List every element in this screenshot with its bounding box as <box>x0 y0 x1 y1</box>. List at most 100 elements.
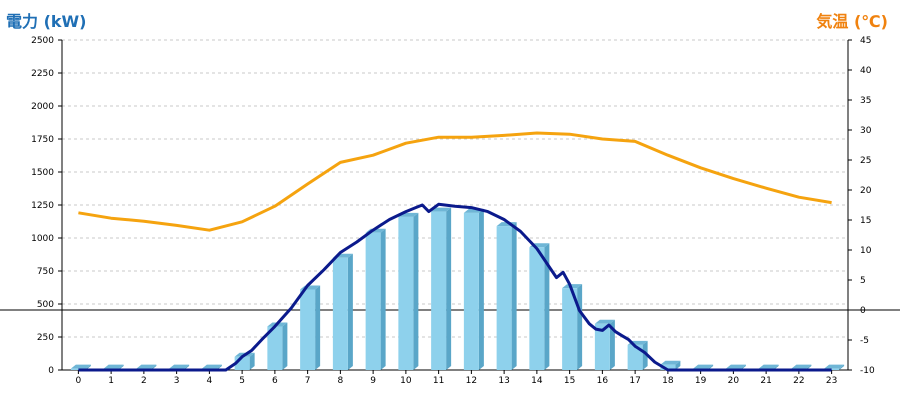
y-tick-label: 2000 <box>31 102 54 112</box>
bar-top <box>594 319 615 324</box>
x-tick-label: 15 <box>564 376 575 386</box>
x-tick-label: 23 <box>826 376 837 386</box>
x-tick-label: 10 <box>400 376 412 386</box>
y-tick-label: 1250 <box>31 201 54 211</box>
y2-tick-label: 35 <box>860 96 871 106</box>
bar-side <box>609 319 615 370</box>
x-tick-label: 11 <box>433 376 444 386</box>
y-tick-label: 1750 <box>31 135 54 145</box>
bar-side <box>413 212 419 370</box>
x-tick-label: 9 <box>370 376 376 386</box>
bar <box>398 212 419 370</box>
bar-front <box>332 257 348 370</box>
bar-top <box>824 364 845 369</box>
bar-side <box>839 364 845 370</box>
bar <box>627 340 648 370</box>
y-tick-label: 2500 <box>31 36 54 46</box>
bar-front <box>594 323 610 370</box>
bar-top <box>660 360 681 365</box>
y-tick-label: 1500 <box>31 168 54 178</box>
x-tick-label: 19 <box>695 376 707 386</box>
x-tick-label: 5 <box>239 376 245 386</box>
bar-front <box>463 212 479 370</box>
y-tick-label: 750 <box>37 267 54 277</box>
x-tick-label: 3 <box>174 376 180 386</box>
bar-side <box>282 322 288 370</box>
x-tick-label: 0 <box>76 376 82 386</box>
bar-top <box>791 364 812 369</box>
bar <box>824 364 845 370</box>
bar <box>463 208 484 370</box>
bar-front <box>398 216 414 370</box>
bar-top <box>725 364 746 369</box>
bar <box>431 207 452 370</box>
bar <box>562 284 583 370</box>
bar-top <box>136 364 157 369</box>
y2-tick-label: 45 <box>860 36 871 46</box>
bar <box>332 253 353 370</box>
bar-front <box>660 364 676 370</box>
bar-side <box>347 253 353 370</box>
bar-top <box>70 364 91 369</box>
x-tick-label: 17 <box>629 376 640 386</box>
bar-front <box>529 247 545 370</box>
temperature-line <box>78 131 832 232</box>
right-axis-title: 気温 (℃) <box>816 12 888 31</box>
bar-front <box>70 368 86 370</box>
bar-top <box>201 364 222 369</box>
bar-side <box>446 207 452 370</box>
bar-side <box>642 340 648 370</box>
y-tick-label: 0 <box>48 366 54 376</box>
y2-tick-label: 10 <box>860 246 872 256</box>
y2-tick-label: 0 <box>860 306 866 316</box>
power-line <box>78 202 832 372</box>
x-tick-label: 7 <box>305 376 311 386</box>
x-tick-label: 22 <box>793 376 804 386</box>
bar <box>300 285 321 370</box>
bar-top <box>758 364 779 369</box>
bar-side <box>249 352 255 370</box>
bar-front <box>267 326 283 370</box>
bar-side <box>675 360 681 370</box>
bar-top <box>431 207 452 212</box>
y2-tick-label: 25 <box>860 156 871 166</box>
bar-front <box>562 288 578 370</box>
bar <box>594 319 615 370</box>
x-tick-label: 4 <box>207 376 213 386</box>
bar <box>496 222 517 370</box>
y-tick-label: 250 <box>37 333 54 343</box>
bar-side <box>577 284 583 370</box>
y2-tick-label: 30 <box>860 126 872 136</box>
bar-front <box>496 226 512 370</box>
x-tick-label: 20 <box>728 376 740 386</box>
y2-tick-label: 5 <box>860 276 866 286</box>
x-tick-label: 18 <box>662 376 674 386</box>
bar-top <box>169 364 190 369</box>
x-tick-label: 13 <box>498 376 509 386</box>
bar <box>365 228 386 370</box>
x-tick-label: 16 <box>597 376 609 386</box>
x-tick-label: 1 <box>108 376 114 386</box>
y2-tick-label: 20 <box>860 186 872 196</box>
x-tick-label: 14 <box>531 376 543 386</box>
left-axis-title: 電力 (kW) <box>6 12 87 31</box>
bar-side <box>478 208 484 370</box>
y-tick-label: 2250 <box>31 69 54 79</box>
x-tick-label: 6 <box>272 376 278 386</box>
y2-tick-label: 40 <box>860 66 872 76</box>
bar-side <box>544 243 550 370</box>
bar-front <box>365 232 381 370</box>
bar <box>660 360 681 370</box>
y2-tick-label: 15 <box>860 216 871 226</box>
bar-top <box>103 364 124 369</box>
x-tick-label: 2 <box>141 376 147 386</box>
x-tick-label: 21 <box>760 376 771 386</box>
bar-front <box>824 368 840 370</box>
bar-front <box>627 344 643 370</box>
y2-tick-label: -5 <box>860 336 869 346</box>
bar-top <box>562 284 583 289</box>
bar-front <box>431 211 447 370</box>
x-tick-label: 8 <box>338 376 344 386</box>
bar-side <box>380 228 386 370</box>
y2-tick-label: -10 <box>860 366 875 376</box>
